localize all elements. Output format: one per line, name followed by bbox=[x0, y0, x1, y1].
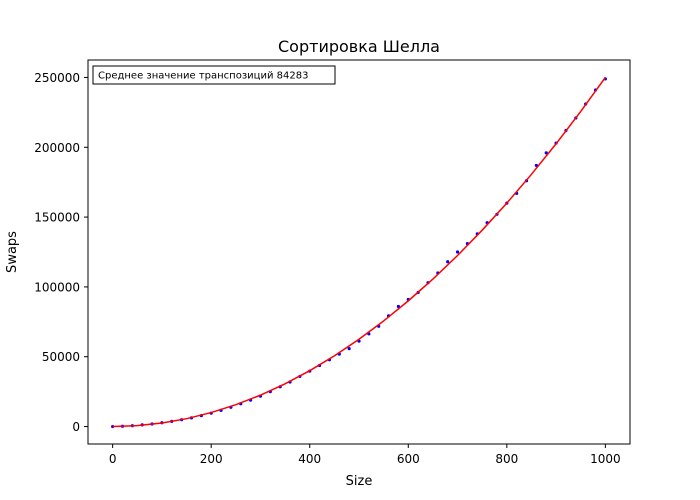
y-tick-label: 100000 bbox=[34, 280, 80, 294]
y-tick-label: 50000 bbox=[42, 350, 80, 364]
y-tick-label: 250000 bbox=[34, 71, 80, 85]
y-axis: 0 50000 100000 150000 200000 250000 bbox=[34, 71, 88, 434]
y-tick-label: 200000 bbox=[34, 141, 80, 155]
annotation-frame bbox=[92, 65, 336, 85]
chart-title: Сортировка Шелла bbox=[278, 37, 440, 56]
axes-frame bbox=[87, 59, 631, 445]
x-tick-label: 800 bbox=[495, 452, 518, 466]
fit-line bbox=[112, 77, 606, 428]
x-tick-label: 400 bbox=[298, 452, 321, 466]
annotation-text: Среднее значение транспозиций 84283 bbox=[98, 71, 308, 82]
data-point bbox=[347, 347, 351, 351]
data-point bbox=[446, 260, 450, 264]
x-tick-label: 600 bbox=[397, 452, 420, 466]
data-point bbox=[544, 151, 548, 155]
plot-area bbox=[111, 77, 607, 429]
y-tick-label: 150000 bbox=[34, 211, 80, 225]
annotation-box: Среднее значение транспозиций 84283 bbox=[92, 65, 336, 85]
data-point bbox=[396, 304, 401, 309]
x-axis-label: Size bbox=[346, 474, 373, 489]
data-point bbox=[455, 250, 460, 254]
x-tick-label: 0 bbox=[109, 452, 117, 466]
y-axis-label: Swaps bbox=[5, 231, 20, 273]
data-point bbox=[111, 424, 115, 429]
x-tick-label: 1000 bbox=[590, 452, 621, 466]
x-tick-label: 200 bbox=[200, 452, 223, 466]
y-tick-label: 0 bbox=[72, 420, 80, 434]
x-axis: 0 200 400 600 800 1000 bbox=[109, 444, 621, 466]
